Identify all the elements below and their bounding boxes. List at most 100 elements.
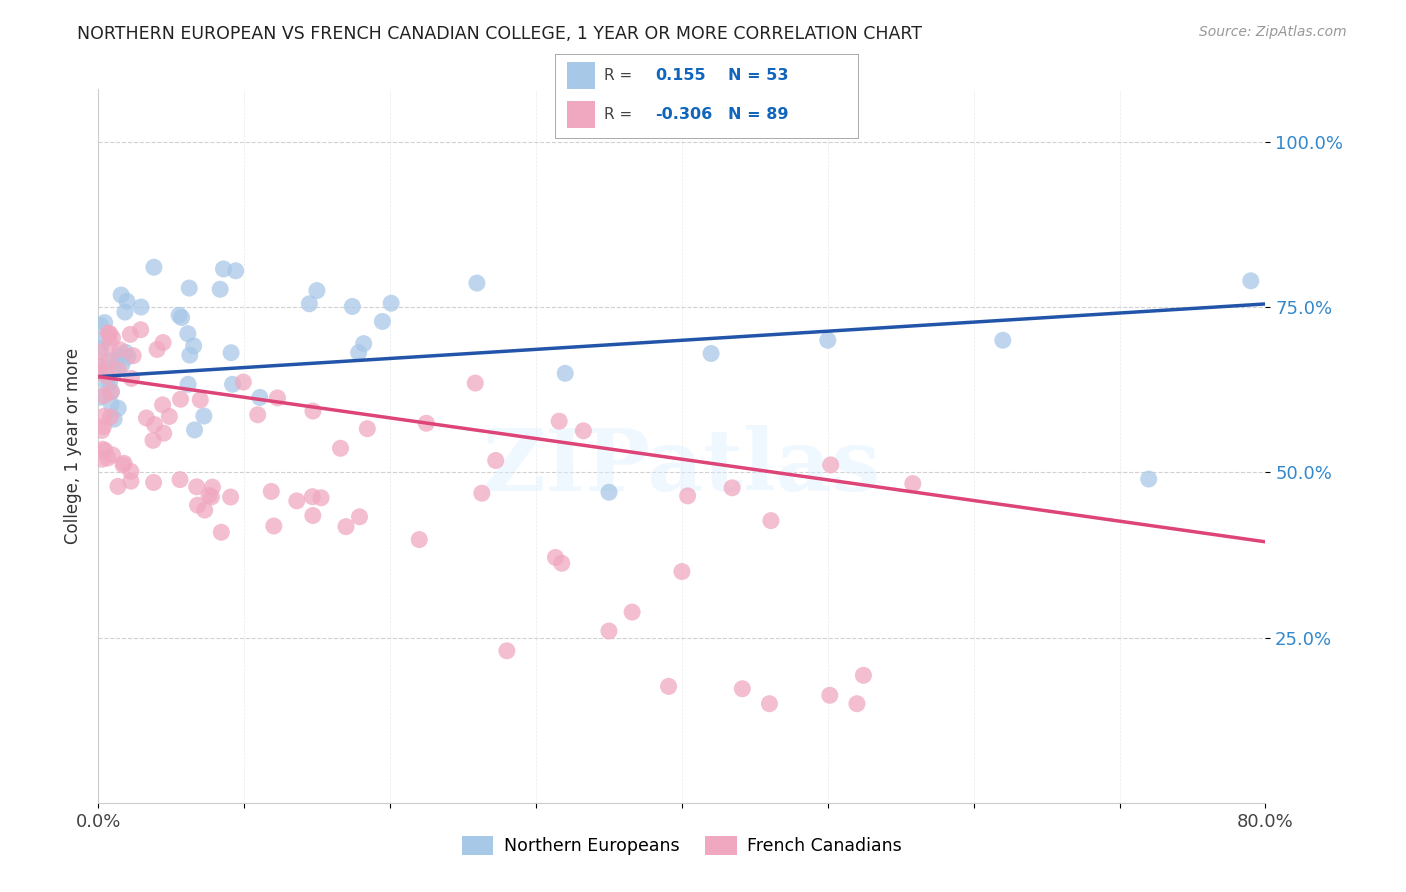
Point [89, 318, 111, 333]
Text: N = 89: N = 89 [728, 107, 789, 121]
Point [108, 349, 131, 363]
Point [200, 490, 222, 504]
Point [169, 392, 191, 407]
FancyBboxPatch shape [568, 101, 595, 128]
Point [335, 519, 357, 533]
Point [759, 514, 782, 528]
Point [219, 345, 242, 359]
Text: R =: R = [603, 68, 631, 83]
Point [103, 412, 125, 426]
Point [201, 480, 224, 494]
Point [356, 422, 378, 436]
Point [188, 392, 211, 407]
Text: R =: R = [603, 107, 631, 121]
Point [101, 331, 124, 345]
Point [179, 348, 201, 362]
Point [100, 384, 122, 399]
Point [142, 434, 165, 448]
Point [285, 493, 308, 508]
Point [731, 681, 754, 696]
Point [120, 371, 142, 385]
Point [152, 335, 174, 350]
Point [114, 345, 136, 359]
Point [96, 369, 118, 384]
Point [101, 448, 124, 462]
Text: NORTHERN EUROPEAN VS FRENCH CANADIAN COLLEGE, 1 YEAR OR MORE CORRELATION CHART: NORTHERN EUROPEAN VS FRENCH CANADIAN COL… [77, 25, 922, 43]
Point [107, 363, 129, 377]
Point [129, 323, 152, 337]
Point [901, 476, 924, 491]
Point [846, 697, 869, 711]
Point [93, 419, 115, 434]
Point [700, 346, 723, 360]
Point [260, 484, 283, 499]
Point [209, 282, 232, 296]
Point [380, 296, 402, 310]
Point [298, 297, 321, 311]
Point [249, 391, 271, 405]
Point [157, 409, 180, 424]
Point [100, 384, 122, 399]
Point [87, 358, 110, 372]
Point [219, 490, 242, 504]
Point [101, 361, 124, 376]
Point [193, 409, 215, 423]
Point [129, 300, 152, 314]
Point [96, 331, 118, 345]
Point [198, 488, 221, 502]
Point [152, 426, 174, 441]
Point [120, 474, 142, 488]
Point [91, 442, 114, 457]
Point [107, 479, 129, 493]
Point [408, 533, 430, 547]
Point [115, 294, 138, 309]
Text: Source: ZipAtlas.com: Source: ZipAtlas.com [1199, 25, 1347, 39]
Point [183, 423, 205, 437]
Point [658, 679, 681, 693]
Point [496, 644, 519, 658]
Point [135, 411, 157, 425]
Point [212, 261, 235, 276]
Point [301, 490, 323, 504]
Point [98, 376, 121, 390]
Point [852, 668, 875, 682]
Point [120, 327, 142, 342]
Point [232, 375, 254, 389]
Point [100, 397, 122, 411]
Point [209, 525, 232, 540]
Point [186, 498, 208, 512]
Point [87, 344, 110, 359]
Point [90, 424, 112, 438]
Point [194, 503, 217, 517]
Point [120, 464, 142, 478]
Point [1137, 472, 1160, 486]
Point [464, 376, 486, 390]
Point [98, 336, 121, 351]
Text: N = 53: N = 53 [728, 68, 789, 83]
Point [93, 316, 115, 330]
Point [90, 341, 112, 355]
Point [598, 624, 620, 638]
Point [266, 391, 288, 405]
Point [572, 424, 595, 438]
Point [167, 308, 190, 322]
Point [152, 398, 174, 412]
Point [114, 305, 136, 319]
Point [101, 352, 124, 367]
Point [246, 408, 269, 422]
Point [108, 343, 131, 357]
Y-axis label: College, 1 year or more: College, 1 year or more [63, 348, 82, 544]
Point [621, 605, 644, 619]
Point [122, 349, 145, 363]
Text: ZIPatlas: ZIPatlas [482, 425, 882, 509]
Point [94, 443, 117, 458]
Point [263, 519, 285, 533]
Point [169, 473, 191, 487]
Point [183, 339, 205, 353]
Point [117, 350, 139, 364]
Point [89, 391, 111, 405]
Point [329, 442, 352, 456]
Point [93, 409, 115, 424]
Point [89, 366, 111, 380]
Point [305, 284, 328, 298]
